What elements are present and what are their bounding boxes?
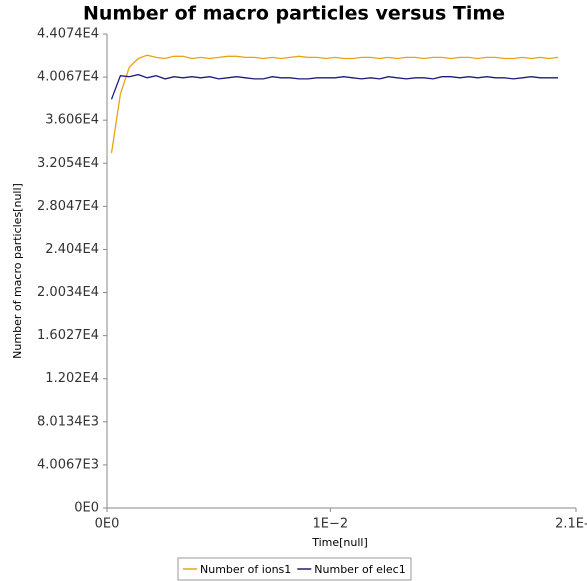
chart-title: Number of macro particles versus Time: [83, 3, 505, 25]
y-tick-label: 2.8047E4: [37, 199, 99, 214]
y-tick-label: 4.0067E4: [37, 70, 99, 85]
x-tick-label: 0E0: [95, 517, 120, 532]
y-tick-label: 2.0034E4: [37, 285, 99, 300]
series-line: [110, 54, 559, 154]
series-line: [110, 73, 559, 100]
y-tick-label: 4.0067E3: [37, 457, 99, 472]
y-axis-label: Number of macro particles[null]: [11, 183, 24, 359]
y-tick-label: 0E0: [74, 501, 99, 516]
legend-label: Number of ions1: [200, 563, 291, 576]
x-axis-label: Time[null]: [311, 536, 368, 549]
y-tick-label: 3.606E4: [45, 113, 99, 128]
y-tick-label: 4.4074E4: [37, 27, 99, 42]
legend: Number of ions1 Number of elec1: [177, 557, 412, 581]
y-tick-label: 1.202E4: [45, 371, 99, 386]
x-tick-label: 1E−2: [313, 517, 349, 532]
x-tick-label: 2.1E-2: [555, 517, 587, 532]
legend-box: [177, 557, 412, 581]
y-tick-label: 3.2054E4: [37, 156, 99, 171]
y-tick-label: 2.404E4: [45, 242, 99, 257]
y-tick-label: 1.6027E4: [37, 328, 99, 343]
y-tick-label: 8.0134E3: [37, 414, 99, 429]
legend-label: Number of elec1: [314, 563, 405, 576]
